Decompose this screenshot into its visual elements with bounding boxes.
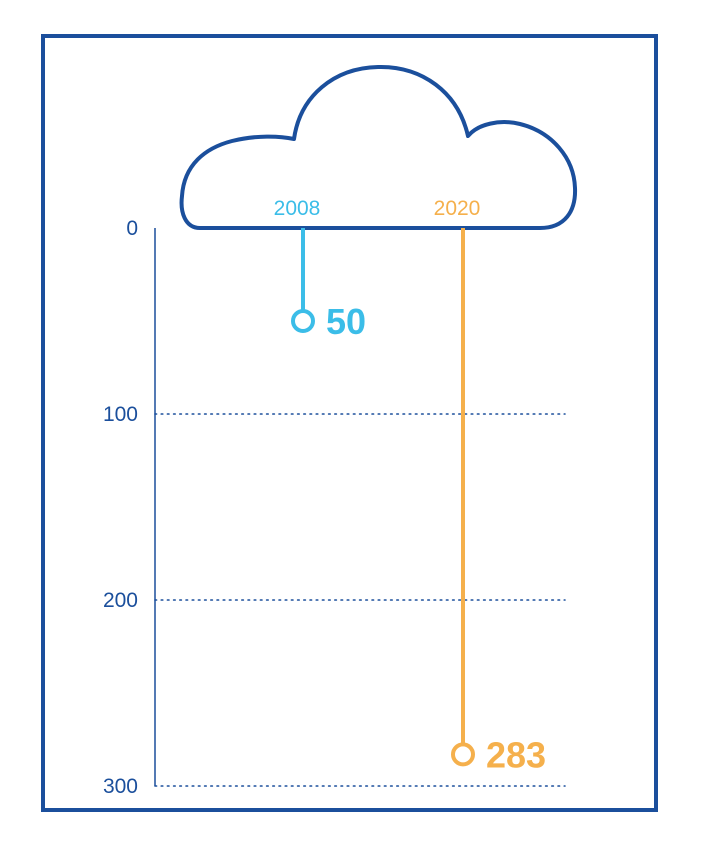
bar-end-marker-2020 bbox=[451, 742, 475, 767]
gridlines bbox=[154, 413, 566, 787]
y-tick-label: 300 bbox=[103, 775, 138, 798]
value-label: 283 bbox=[486, 734, 546, 775]
chart-frame bbox=[41, 34, 658, 812]
category-labels: 2008 2020 bbox=[274, 197, 481, 220]
cloud-icon bbox=[179, 64, 578, 230]
category-label: 2008 bbox=[274, 197, 321, 220]
y-tick-label: 0 bbox=[126, 217, 138, 240]
category-label: 2020 bbox=[434, 197, 481, 220]
y-axis-ticks: 0 100 200 300 bbox=[103, 217, 138, 798]
bars bbox=[291, 228, 475, 767]
value-labels: 50 283 bbox=[326, 301, 546, 775]
y-tick-label: 100 bbox=[103, 403, 138, 426]
bar-end-marker-2008 bbox=[291, 309, 315, 333]
value-label: 50 bbox=[326, 301, 366, 342]
y-tick-label: 200 bbox=[103, 589, 138, 612]
